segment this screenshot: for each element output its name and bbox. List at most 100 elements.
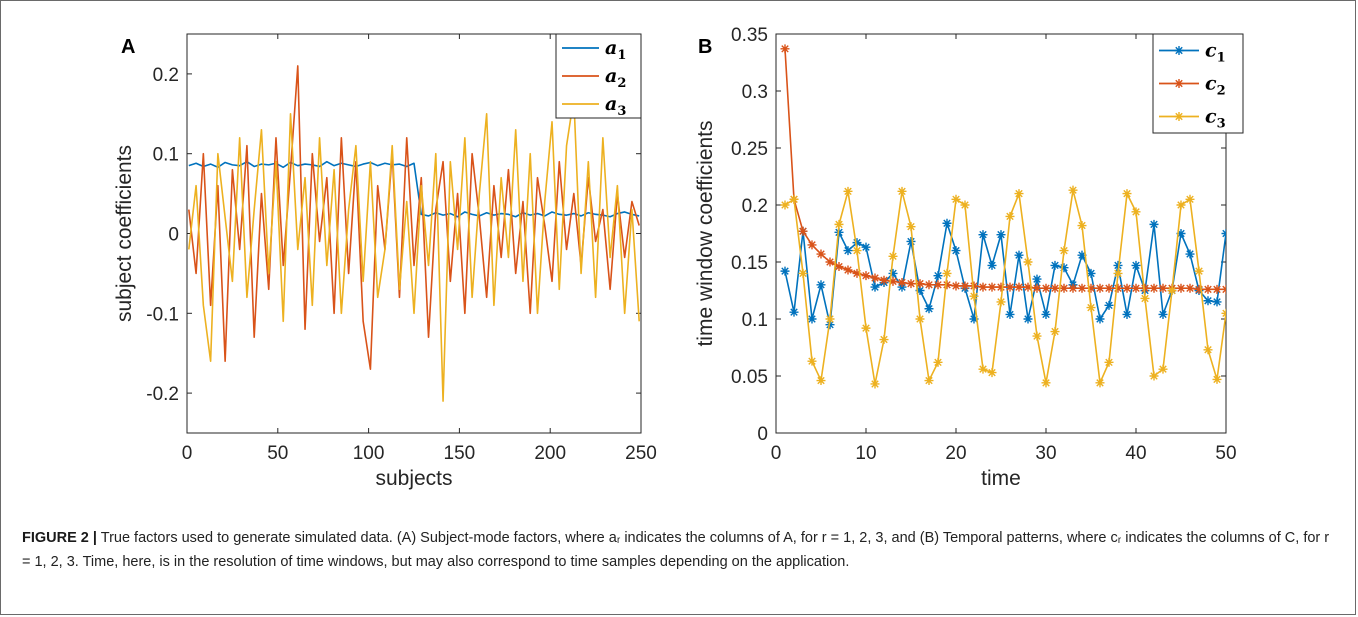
point-c2: [915, 279, 925, 289]
point-c3: [969, 291, 979, 301]
point-c3: [1086, 303, 1096, 313]
legend-name: c: [1205, 106, 1217, 128]
point-c1: [1032, 274, 1042, 284]
point-c2: [1104, 283, 1114, 293]
y-tick-label: 0: [757, 424, 768, 445]
point-c3: [1140, 293, 1150, 303]
point-c3: [1194, 266, 1204, 276]
point-c3: [879, 335, 889, 345]
x-tick-label: 0: [182, 443, 193, 464]
caption-label: FIGURE 2 |: [22, 530, 97, 546]
x-tick-label: 100: [353, 443, 385, 464]
x-tick-label: 40: [1125, 443, 1146, 464]
point-c2: [1140, 283, 1150, 293]
point-c1: [1212, 297, 1222, 307]
point-c1: [861, 242, 871, 252]
point-c3: [1185, 194, 1195, 204]
x-tick-label: 250: [625, 443, 657, 464]
y-tick-label: 0.25: [731, 139, 768, 160]
point-c1: [807, 314, 817, 324]
y-tick-label: 0.15: [731, 253, 768, 274]
point-c1: [1203, 296, 1213, 306]
point-c3: [906, 222, 916, 232]
point-c2: [1185, 283, 1195, 293]
y-tick-label: 0.05: [731, 367, 768, 388]
point-c2: [1149, 283, 1159, 293]
point-c2: [1203, 284, 1213, 294]
point-c1: [933, 271, 943, 281]
panel-label: B: [698, 36, 712, 58]
point-c1: [870, 282, 880, 292]
point-c1: [852, 238, 862, 248]
legend-subscript: 2: [617, 76, 626, 91]
y-tick-label: 0.1: [742, 310, 768, 331]
legend-marker: [1174, 112, 1184, 121]
point-c1: [906, 236, 916, 246]
point-c3: [1095, 378, 1105, 388]
point-c2: [807, 240, 817, 250]
point-c3: [861, 323, 871, 333]
point-c1: [1149, 219, 1159, 229]
legend-name: c: [1205, 40, 1217, 62]
point-c2: [861, 271, 871, 281]
point-c3: [951, 194, 961, 204]
legend-label: c2: [1205, 73, 1226, 99]
legend-name: a: [605, 93, 617, 115]
point-c2: [897, 278, 907, 288]
legend-subscript: 1: [617, 48, 626, 63]
point-c3: [1068, 185, 1078, 195]
point-c2: [870, 273, 880, 283]
point-c1: [915, 286, 925, 295]
legend-subscript: 3: [1217, 117, 1226, 132]
point-c2: [780, 44, 790, 54]
figure-caption: FIGURE 2 | True factors used to generate…: [22, 526, 1332, 574]
point-c2: [906, 279, 916, 289]
point-c1: [996, 230, 1006, 240]
point-c2: [969, 281, 979, 291]
y-tick-label: 0.35: [731, 25, 768, 46]
point-c3: [825, 314, 835, 324]
point-c1: [1095, 314, 1105, 324]
legend-label: c1: [1205, 40, 1226, 66]
point-c3: [915, 314, 925, 324]
x-tick-label: 50: [1215, 443, 1236, 464]
y-tick-label: 0.2: [153, 65, 179, 86]
point-c1: [1113, 260, 1123, 270]
point-c3: [1023, 257, 1033, 267]
point-c3: [843, 186, 853, 196]
point-c1: [1185, 249, 1195, 259]
point-c1: [1077, 250, 1087, 260]
point-c1: [825, 320, 835, 330]
legend-marker: [1174, 79, 1184, 88]
point-c2: [942, 280, 952, 290]
point-c3: [1167, 286, 1177, 295]
point-c2: [1176, 283, 1186, 293]
point-c2: [933, 280, 943, 290]
point-c3: [1014, 189, 1024, 199]
legend-name: a: [605, 65, 617, 87]
point-c2: [798, 226, 808, 236]
legend-name: c: [1205, 73, 1217, 95]
point-c1: [1131, 260, 1141, 270]
point-c1: [1122, 309, 1132, 319]
y-tick-label: 0: [168, 225, 179, 246]
legend-label: a2: [605, 65, 626, 91]
point-c2: [996, 282, 1006, 292]
plot-area: [780, 44, 1226, 389]
point-c3: [1212, 374, 1222, 384]
point-c3: [942, 268, 952, 278]
point-c2: [924, 280, 934, 290]
x-tick-label: 150: [444, 443, 476, 464]
legend-subscript: 2: [1217, 84, 1226, 99]
point-c2: [843, 265, 853, 275]
point-c2: [1122, 283, 1132, 293]
y-tick-label: 0.3: [742, 82, 768, 103]
point-c3: [897, 186, 907, 196]
point-c3: [1149, 371, 1159, 381]
point-c3: [987, 368, 997, 378]
point-c2: [1023, 282, 1033, 292]
point-c1: [1104, 300, 1114, 310]
point-c2: [879, 275, 889, 285]
point-c2: [888, 276, 898, 286]
point-c2: [1032, 283, 1042, 293]
